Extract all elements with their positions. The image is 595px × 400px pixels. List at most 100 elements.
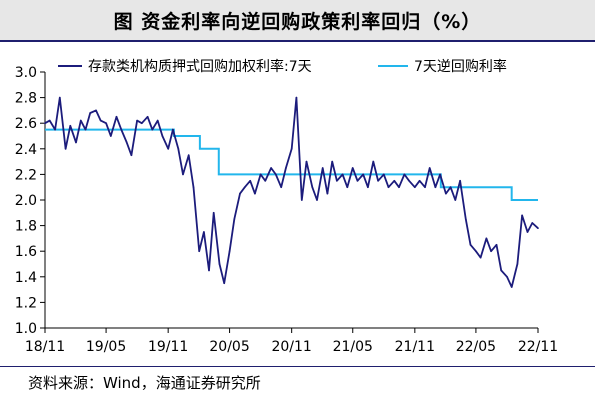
data-point xyxy=(356,180,359,182)
data-point xyxy=(172,128,174,131)
data-point xyxy=(198,250,200,252)
y-tick-label: 1.6 xyxy=(15,244,37,260)
data-point xyxy=(537,227,539,229)
data-point xyxy=(156,119,159,122)
data-point xyxy=(331,160,334,163)
y-tick-label: 2.0 xyxy=(15,193,37,209)
data-point xyxy=(239,192,241,195)
data-point xyxy=(136,119,138,122)
y-tick-label: 2.2 xyxy=(15,167,37,183)
data-point xyxy=(212,212,215,214)
data-point xyxy=(408,180,410,182)
data-point xyxy=(115,116,118,118)
data-point xyxy=(95,109,97,112)
data-point xyxy=(218,263,221,265)
data-point xyxy=(500,269,503,272)
data-point xyxy=(495,244,498,246)
data-point xyxy=(203,231,205,233)
x-tick-label: 19/11 xyxy=(148,339,188,355)
data-point xyxy=(120,128,123,131)
y-tick-label: 2.4 xyxy=(15,142,37,158)
data-point xyxy=(510,286,513,288)
data-point xyxy=(89,112,91,114)
y-tick-label: 3.0 xyxy=(15,65,37,81)
data-point xyxy=(316,199,318,201)
x-tick-label: 22/05 xyxy=(456,339,496,355)
series-line-policy-rate xyxy=(45,128,538,201)
x-tick-label: 19/05 xyxy=(86,339,126,355)
data-point xyxy=(326,192,329,195)
data-point xyxy=(424,186,426,188)
data-point xyxy=(439,173,441,176)
data-point xyxy=(465,218,467,220)
data-point xyxy=(105,122,107,124)
y-tick-label: 2.8 xyxy=(15,91,37,107)
data-point xyxy=(223,282,225,285)
data-point xyxy=(521,214,523,217)
data-point xyxy=(454,199,457,201)
data-point xyxy=(449,186,452,188)
data-point xyxy=(233,218,236,220)
data-point xyxy=(398,186,400,188)
data-point xyxy=(228,250,231,252)
data-point xyxy=(99,119,102,122)
data-point xyxy=(403,173,406,176)
source-note: 资料来源：Wind，海通证券研究所 xyxy=(28,374,261,392)
data-point xyxy=(290,148,293,150)
data-point xyxy=(414,186,416,188)
data-point xyxy=(244,186,246,188)
data-point xyxy=(125,141,128,144)
data-point xyxy=(531,222,534,224)
data-point xyxy=(208,269,210,272)
data-point xyxy=(295,96,298,99)
data-point xyxy=(259,173,262,176)
data-point xyxy=(475,250,477,252)
data-point xyxy=(311,186,314,188)
data-point xyxy=(110,135,112,137)
y-tick-label: 1.4 xyxy=(15,270,37,286)
data-point xyxy=(75,141,77,144)
data-point xyxy=(177,148,180,150)
data-point xyxy=(275,173,277,176)
data-point xyxy=(54,128,56,131)
data-point xyxy=(182,173,184,176)
data-point xyxy=(59,96,61,99)
data-point xyxy=(44,122,46,124)
data-point xyxy=(479,256,482,259)
data-point xyxy=(346,186,349,188)
data-point xyxy=(434,186,437,188)
y-tick-label: 2.6 xyxy=(15,116,37,132)
data-point xyxy=(387,186,390,188)
data-point xyxy=(418,180,421,182)
x-tick-label: 21/05 xyxy=(333,339,373,355)
data-point xyxy=(280,186,283,188)
data-point xyxy=(321,167,324,169)
data-point xyxy=(146,116,149,118)
data-point xyxy=(48,119,51,122)
data-point xyxy=(301,199,303,201)
data-point xyxy=(264,180,267,182)
data-point xyxy=(336,180,338,182)
data-point xyxy=(254,192,256,195)
source-divider xyxy=(0,366,595,367)
data-point xyxy=(383,173,385,176)
data-point xyxy=(187,154,190,156)
data-point xyxy=(167,148,169,150)
data-point xyxy=(506,276,508,278)
series-line-pledged-repo-7d xyxy=(44,96,539,288)
data-point xyxy=(372,160,375,163)
data-point xyxy=(428,167,431,169)
legend-label-pledged-repo-7d: 存款类机构质押式回购加权利率:7天 xyxy=(88,58,312,75)
chart-title: 图 资金利率向逆回购政策利率回归（%） xyxy=(113,10,482,33)
y-tick-label: 1.2 xyxy=(15,295,37,311)
x-tick-label: 22/11 xyxy=(518,339,558,355)
x-tick-label: 21/11 xyxy=(395,339,435,355)
data-point xyxy=(367,186,369,188)
data-point xyxy=(526,231,529,233)
data-point xyxy=(305,160,308,163)
data-point xyxy=(64,148,67,150)
data-point xyxy=(516,263,519,265)
x-tick-label: 20/05 xyxy=(209,339,249,355)
